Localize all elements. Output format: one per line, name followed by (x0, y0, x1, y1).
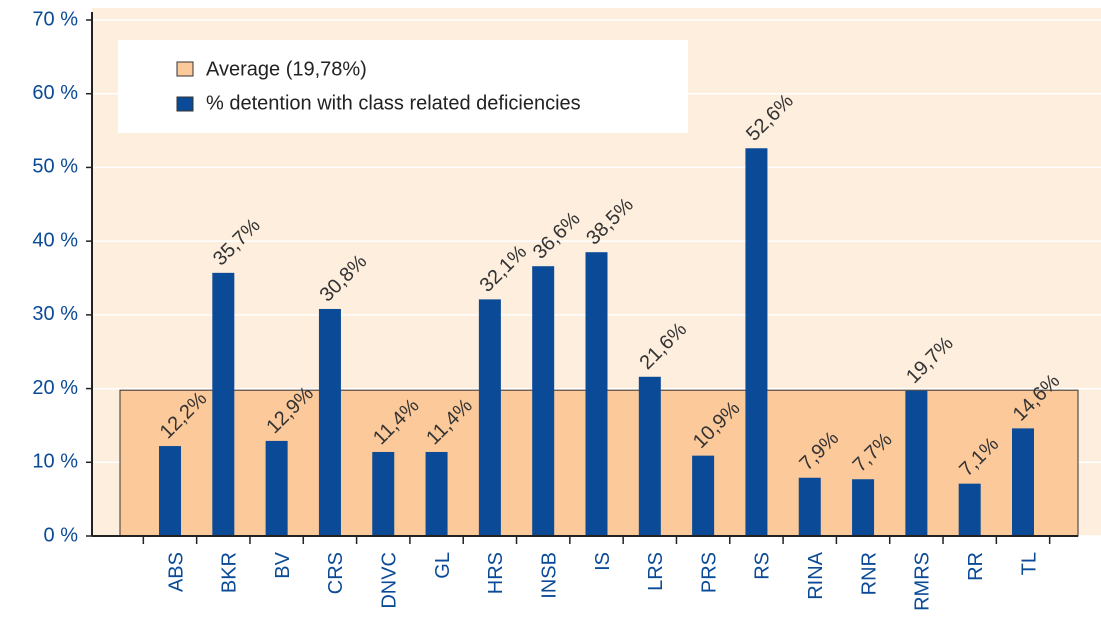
bar (532, 266, 555, 536)
bar (372, 451, 395, 536)
x-tick-label: INSB (538, 552, 560, 599)
bar (265, 440, 288, 536)
x-tick-label: LRS (645, 552, 667, 591)
x-tick-label: RMRS (912, 552, 934, 611)
x-tick-label: DNVC (379, 552, 401, 609)
bar (585, 252, 608, 536)
x-tick-label: ABS (165, 552, 187, 592)
bar (318, 308, 341, 536)
x-tick-label: RNR (858, 552, 880, 595)
y-tick-label: 10 % (32, 451, 78, 473)
bar (852, 479, 875, 536)
x-tick-label: GL (432, 552, 454, 579)
legend-box (118, 40, 688, 133)
x-tick-label: RINA (805, 551, 827, 599)
bar (638, 376, 661, 536)
legend-label: Average (19,78%) (206, 58, 367, 80)
y-tick-label: 70 % (32, 8, 78, 30)
bar (425, 451, 448, 536)
y-tick-label: 50 % (32, 156, 78, 178)
bar (1012, 428, 1034, 536)
y-tick-label: 60 % (32, 82, 78, 104)
legend-label: % detention with class related deficienc… (206, 92, 581, 114)
x-tick-label: PRS (698, 552, 720, 593)
bar (745, 148, 768, 536)
x-tick-label: RS (752, 552, 774, 580)
x-tick-label: BV (272, 551, 294, 578)
x-tick-label: RR (965, 552, 987, 581)
bar (159, 446, 181, 536)
y-tick-label: 0 % (44, 524, 79, 546)
x-tick-label: IS (592, 552, 614, 571)
legend-swatch (176, 96, 194, 112)
x-tick-label: BKR (219, 552, 241, 593)
bar (905, 390, 928, 536)
x-tick-label: CRS (325, 552, 347, 594)
legend-swatch (176, 61, 194, 77)
y-tick-label: 40 % (32, 229, 78, 251)
bar (798, 477, 821, 536)
x-tick-label: HRS (485, 552, 507, 594)
y-tick-label: 20 % (32, 377, 78, 399)
bar (478, 299, 501, 536)
y-tick-label: 30 % (32, 303, 78, 325)
bar (958, 483, 981, 536)
bar (212, 272, 235, 536)
bar (692, 455, 715, 536)
x-tick-label: TL (1018, 552, 1040, 575)
